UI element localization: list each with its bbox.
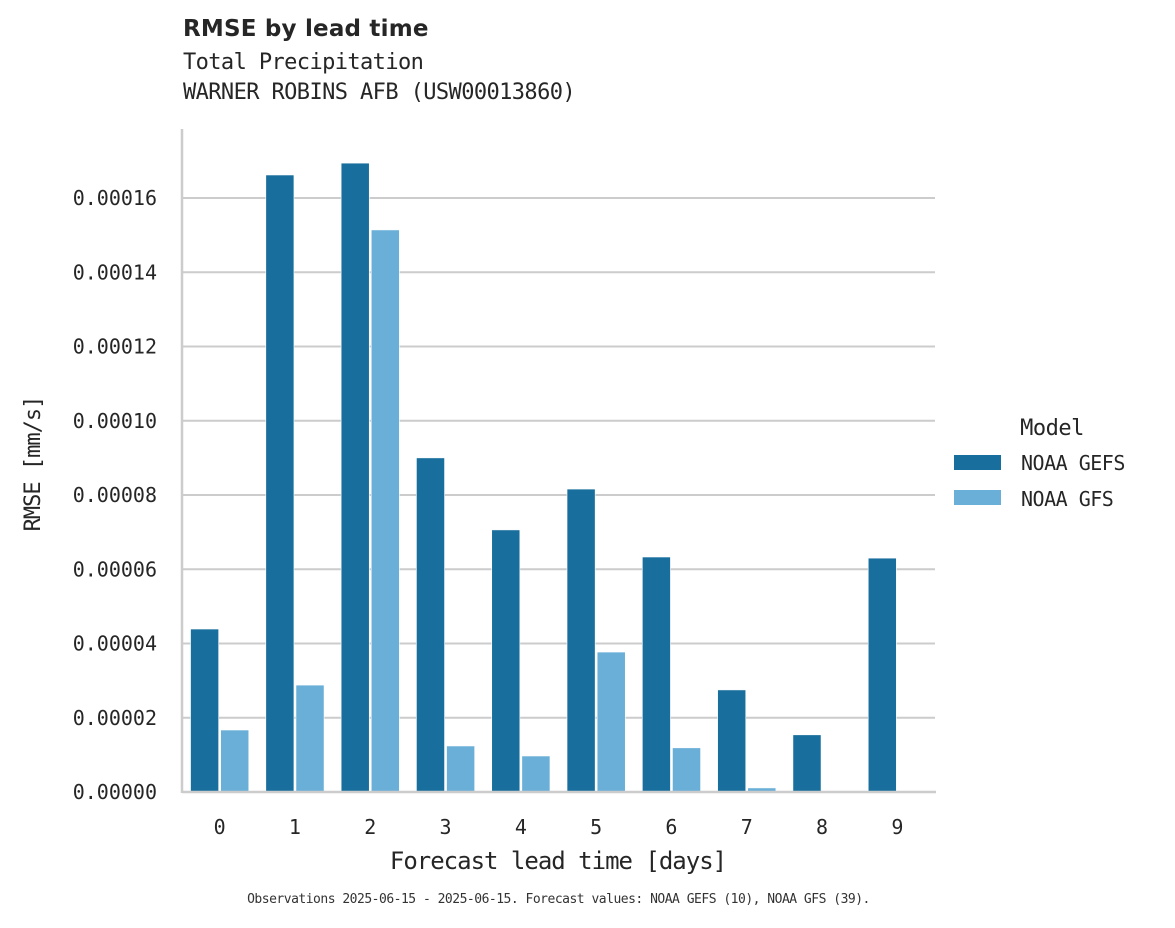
x-tick-label: 9 [891, 815, 903, 839]
y-tick-label: 0.00004 [73, 632, 157, 656]
x-tick-label: 7 [741, 815, 753, 839]
chart-title: RMSE by lead time [183, 16, 429, 42]
y-axis-label: RMSE [mm/s] [21, 397, 46, 532]
legend-title: Model [1020, 416, 1084, 441]
bar-noaa-gfs-lead-1 [295, 684, 325, 793]
bar-noaa-gefs-lead-4 [491, 529, 521, 793]
legend-label-gfs: NOAA GFS [1021, 487, 1113, 511]
legend-label-gefs: NOAA GEFS [1021, 451, 1125, 475]
gridlines [182, 197, 935, 719]
x-tick-label: 0 [214, 815, 226, 839]
y-tick-label: 0.00016 [73, 186, 157, 210]
bar-noaa-gefs-lead-0 [190, 628, 219, 793]
y-tick-label: 0.00000 [73, 780, 157, 804]
y-tick-label: 0.00010 [73, 409, 157, 433]
x-tick-label: 3 [440, 815, 452, 839]
y-tick-label: 0.00012 [73, 335, 157, 359]
bar-noaa-gefs-lead-2 [340, 162, 370, 793]
bar-noaa-gefs-lead-3 [416, 457, 445, 793]
bar-noaa-gfs-lead-0 [220, 729, 250, 793]
bar-noaa-gefs-lead-6 [642, 556, 671, 793]
bar-noaa-gfs-lead-5 [596, 651, 626, 793]
bar-noaa-gfs-lead-3 [446, 745, 475, 793]
axis-spines [180, 129, 936, 794]
x-tick-label: 6 [665, 815, 677, 839]
chart-subtitle-station: WARNER ROBINS AFB (USW00013860) [183, 80, 576, 105]
y-tick-label: 0.00008 [73, 483, 157, 507]
legend-swatch-gfs [954, 490, 1001, 505]
bar-noaa-gefs-lead-7 [717, 689, 747, 793]
y-tick-label: 0.00006 [73, 557, 157, 581]
y-tick-label: 0.00002 [73, 706, 157, 730]
footnote: Observations 2025-06-15 - 2025-06-15. Fo… [247, 892, 870, 907]
x-axis-ticks: 0 1 2 3 4 5 6 7 8 9 [214, 815, 904, 839]
bar-noaa-gefs-lead-8 [792, 734, 822, 793]
bar-noaa-gefs-lead-9 [867, 557, 897, 793]
legend-swatch-gefs [954, 455, 1001, 470]
x-tick-label: 4 [515, 815, 527, 839]
bar-noaa-gefs-lead-1 [265, 174, 295, 793]
legend: Model NOAA GEFS NOAA GFS [954, 416, 1125, 511]
bar-noaa-gefs-lead-5 [566, 488, 596, 793]
bar-noaa-gfs-lead-6 [672, 747, 701, 793]
bar-noaa-gfs-lead-2 [370, 229, 400, 793]
bars [190, 162, 897, 793]
bar-noaa-gfs-lead-4 [521, 755, 551, 793]
x-tick-label: 1 [289, 815, 301, 839]
y-tick-label: 0.00014 [73, 260, 157, 284]
x-tick-label: 5 [590, 815, 602, 839]
y-axis-ticks: 0.00000 0.00002 0.00004 0.00006 0.00008 0.000… [73, 186, 157, 804]
chart-subtitle-variable: Total Precipitation [183, 50, 424, 75]
x-tick-label: 8 [816, 815, 828, 839]
x-axis-label: Forecast lead time [days] [390, 847, 726, 875]
x-tick-label: 2 [364, 815, 376, 839]
